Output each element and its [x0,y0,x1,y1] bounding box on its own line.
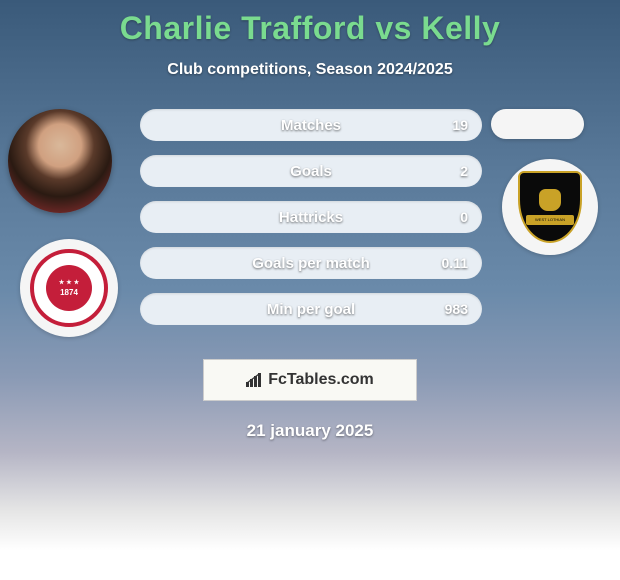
club-badge-left-year: 1874 [60,288,78,297]
comparison-date: 21 january 2025 [0,421,620,441]
stat-value-right: 2 [460,163,468,179]
club-badge-left-center: ★★★ 1874 [46,265,92,311]
stat-row-goals: Goals 2 [140,155,482,187]
stats-area: ★★★ 1874 WEST LOTHIAN Matches 19 Goals 2… [0,109,620,339]
stat-label: Goals per match [252,255,370,272]
player-photo-left [8,109,112,213]
stat-row-hattricks: Hattricks 0 [140,201,482,233]
fctables-logo-box[interactable]: FcTables.com [203,359,417,401]
club-badge-left-ring: ★★★ 1874 [30,249,108,327]
stat-row-min-per-goal: Min per goal 983 [140,293,482,325]
fctables-logo-text: FcTables.com [268,371,374,389]
club-badge-left-stars: ★★★ [59,279,79,286]
stat-value-right: 983 [445,301,468,317]
club-badge-right: WEST LOTHIAN [502,159,598,255]
club-badge-right-lion-icon [539,189,561,211]
comparison-title: Charlie Trafford vs Kelly [0,0,620,47]
stat-value-right: 0.11 [442,255,468,271]
stat-label: Hattricks [279,209,343,226]
stat-row-goals-per-match: Goals per match 0.11 [140,247,482,279]
club-badge-right-shield: WEST LOTHIAN [518,171,582,243]
stat-rows: Matches 19 Goals 2 Hattricks 0 Goals per… [140,109,482,339]
player-photo-right [491,109,584,139]
stat-value-right: 19 [452,117,468,133]
bar-chart-icon [246,373,264,387]
stat-label: Min per goal [267,301,355,318]
club-badge-right-banner: WEST LOTHIAN [526,215,574,225]
stat-label: Goals [290,163,332,180]
club-badge-left: ★★★ 1874 [20,239,118,337]
stat-row-matches: Matches 19 [140,109,482,141]
comparison-subtitle: Club competitions, Season 2024/2025 [0,61,620,79]
stat-value-right: 0 [460,209,468,225]
stat-label: Matches [281,117,341,134]
